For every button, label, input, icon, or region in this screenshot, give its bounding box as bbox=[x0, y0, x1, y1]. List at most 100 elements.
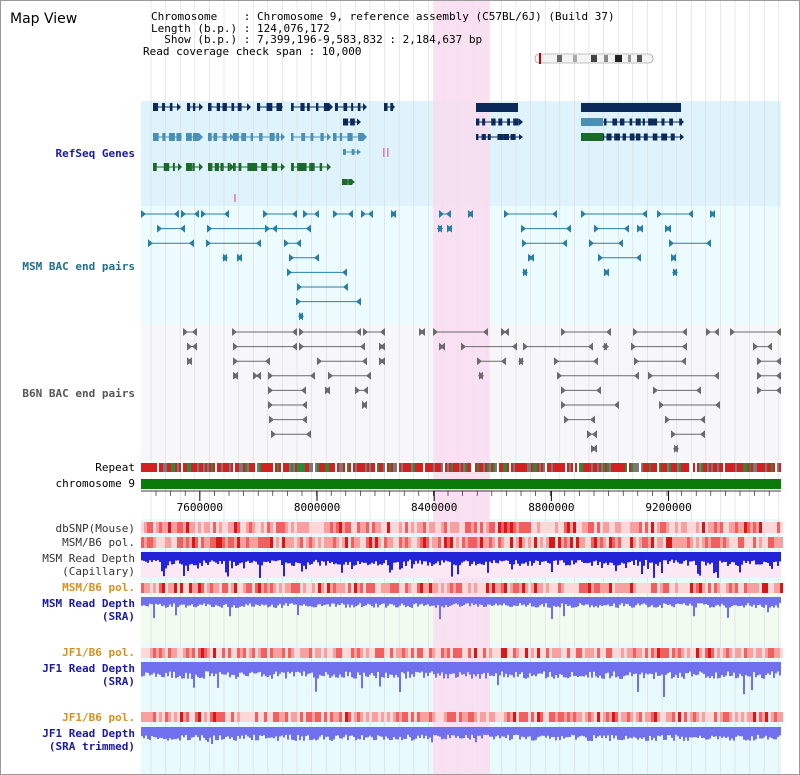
heat-cell bbox=[753, 712, 756, 722]
repeat-track[interactable] bbox=[141, 463, 781, 472]
repeat-segment bbox=[751, 463, 753, 472]
heat-cell bbox=[390, 537, 393, 548]
heat-cell bbox=[570, 648, 573, 658]
depth-bar bbox=[479, 662, 481, 679]
jf1-pol-trimmed-label[interactable]: JF1/B6 pol. bbox=[62, 711, 135, 724]
jf1-depth-sra-label[interactable]: JF1 Read Depth (SRA) bbox=[42, 662, 135, 688]
heat-cell bbox=[603, 583, 606, 593]
heat-cell bbox=[189, 583, 192, 593]
depth-bar bbox=[563, 662, 565, 678]
depth-bar bbox=[409, 597, 411, 608]
refseq-track-label[interactable]: RefSeq Genes bbox=[55, 147, 135, 160]
selected-region-highlight[interactable] bbox=[433, 1, 490, 774]
msm-pol-sra-label[interactable]: MSM/B6 pol. bbox=[62, 581, 135, 594]
msm-bac-track-label[interactable]: MSM BAC end pairs bbox=[22, 260, 135, 273]
heat-cell bbox=[351, 522, 354, 533]
repeat-segment bbox=[691, 463, 693, 472]
bac-end bbox=[310, 371, 315, 380]
depth-bar bbox=[341, 662, 343, 678]
depth-bar bbox=[625, 727, 627, 736]
depth-bar bbox=[631, 597, 633, 608]
depth-bar bbox=[457, 552, 459, 575]
depth-bar bbox=[223, 597, 225, 605]
gene-exon bbox=[309, 163, 315, 171]
refseq-genes-track[interactable] bbox=[153, 103, 684, 202]
bac-end bbox=[355, 386, 360, 395]
polymorphism-heat-tracks[interactable] bbox=[141, 522, 783, 722]
jf1-depth-trimmed-label[interactable]: JF1 Read Depth (SRA trimmed) bbox=[42, 727, 135, 753]
depth-bar bbox=[669, 597, 671, 605]
heat-cell bbox=[414, 583, 417, 593]
repeat-segment bbox=[727, 463, 729, 472]
msm-depth-sra-label[interactable]: MSM Read Depth (SRA) bbox=[42, 597, 135, 623]
b6n-bac-track-label[interactable]: B6N BAC end pairs bbox=[22, 387, 135, 400]
read-depth-tracks[interactable] bbox=[141, 552, 781, 745]
chromosome-bar[interactable] bbox=[141, 479, 781, 489]
gene-exon bbox=[233, 163, 236, 171]
heat-cell bbox=[648, 712, 651, 722]
heat-cell bbox=[480, 522, 483, 533]
depth-bar bbox=[189, 727, 191, 740]
depth-bar bbox=[499, 597, 501, 605]
depth-bar bbox=[365, 552, 367, 563]
depth-bar bbox=[327, 552, 329, 562]
msm-depth-capillary-label[interactable]: MSM Read Depth (Capillary) bbox=[42, 552, 135, 578]
depth-bar bbox=[179, 597, 181, 606]
gene-exon bbox=[652, 133, 658, 141]
repeat-segment bbox=[515, 463, 517, 472]
jf1-pol-label[interactable]: JF1/B6 pol. bbox=[62, 646, 135, 659]
depth-bar bbox=[393, 727, 395, 738]
depth-bar bbox=[647, 597, 649, 608]
heat-cell bbox=[180, 537, 183, 548]
chromosome-ideogram[interactable] bbox=[534, 53, 654, 64]
chromosome-track-label[interactable]: chromosome 9 bbox=[55, 477, 135, 490]
heat-cell bbox=[741, 537, 744, 548]
depth-bar bbox=[363, 727, 365, 740]
depth-bar bbox=[539, 552, 541, 565]
heat-cell bbox=[456, 712, 459, 722]
heat-cell bbox=[399, 537, 402, 548]
repeat-segment bbox=[187, 463, 189, 472]
repeat-track-label[interactable]: Repeat bbox=[95, 461, 135, 474]
repeat-segment bbox=[431, 463, 433, 472]
heat-cell bbox=[492, 583, 495, 593]
msm-bac-track[interactable] bbox=[141, 210, 715, 321]
depth-bar bbox=[633, 552, 635, 565]
depth-bar bbox=[175, 597, 177, 616]
bac-end bbox=[636, 253, 641, 262]
dbsnp-track-label[interactable]: dbSNP(Mouse) bbox=[55, 522, 135, 535]
heat-cell bbox=[573, 537, 576, 548]
depth-bar bbox=[691, 662, 693, 677]
msm-pol-track-label[interactable]: MSM/B6 pol. bbox=[62, 536, 135, 549]
gene-exon bbox=[335, 103, 338, 111]
heat-cell bbox=[543, 537, 546, 548]
heat-cell bbox=[603, 648, 606, 658]
depth-bar bbox=[605, 662, 607, 674]
heat-cell bbox=[294, 522, 297, 533]
depth-bar bbox=[235, 597, 237, 608]
depth-bar bbox=[517, 552, 519, 564]
heat-cell bbox=[687, 648, 690, 658]
depth-bar bbox=[181, 597, 183, 605]
repeat-segment bbox=[237, 463, 239, 472]
heat-cell bbox=[141, 648, 144, 658]
heat-cell bbox=[567, 712, 570, 722]
bac-end bbox=[439, 210, 444, 218]
heat-cell bbox=[156, 583, 159, 593]
repeat-segment bbox=[249, 463, 251, 472]
gene-exon bbox=[661, 133, 668, 141]
heat-cell bbox=[333, 648, 336, 658]
depth-bar bbox=[271, 662, 273, 679]
heat-cell bbox=[369, 583, 372, 593]
heat-cell bbox=[744, 712, 747, 722]
heat-cell bbox=[330, 583, 333, 593]
depth-bar bbox=[237, 552, 239, 566]
heat-cell bbox=[492, 522, 495, 533]
b6n-bac-track[interactable] bbox=[183, 328, 781, 453]
heat-cell bbox=[153, 522, 156, 533]
depth-bar bbox=[525, 662, 527, 679]
heat-cell bbox=[660, 583, 663, 593]
heat-cell bbox=[528, 522, 531, 533]
